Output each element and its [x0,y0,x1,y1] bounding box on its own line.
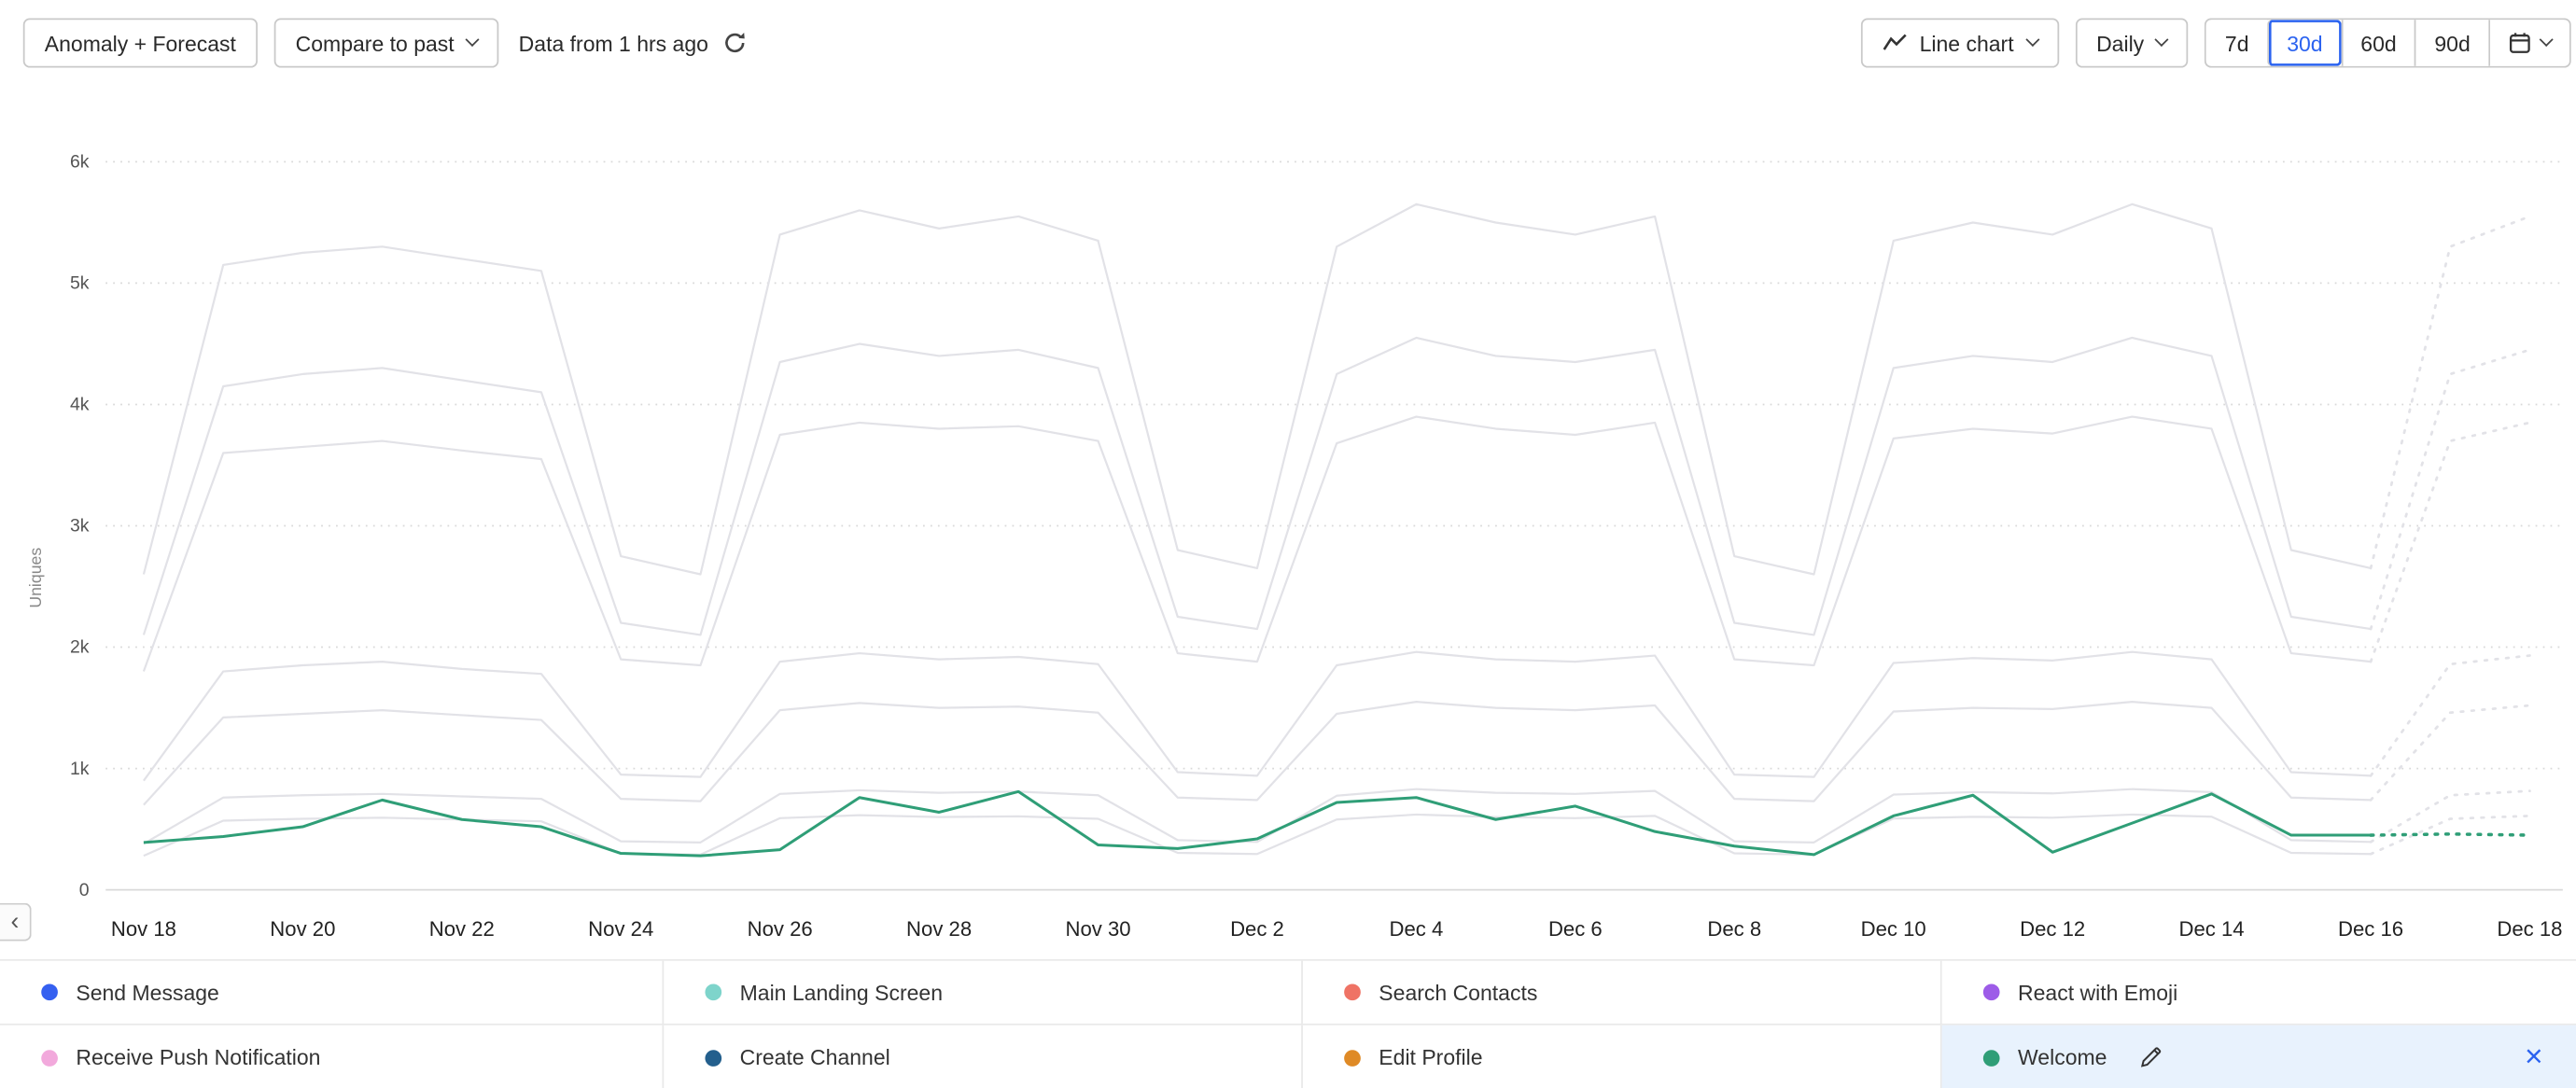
svg-text:Uniques: Uniques [26,548,45,608]
series-color-dot [705,983,722,1001]
series-color-dot [1344,1049,1361,1067]
svg-text:Dec 4: Dec 4 [1390,917,1444,941]
granularity-dropdown[interactable]: Daily [2075,18,2189,68]
svg-text:5k: 5k [70,273,90,294]
svg-text:Nov 26: Nov 26 [748,917,813,941]
svg-text:Dec 6: Dec 6 [1548,917,1603,941]
svg-text:Nov 20: Nov 20 [270,917,335,941]
svg-text:3k: 3k [70,516,90,537]
svg-text:6k: 6k [70,152,90,173]
range-7d-button[interactable]: 7d [2206,20,2267,66]
chart-area: 0 1k 2k 3k 4k 5k 6k Nov 18 Nov 20 Nov 22 Nov 24 Nov… [0,91,2576,959]
data-freshness-label: Data from 1 hrs ago [518,30,708,56]
svg-text:Nov 22: Nov 22 [429,917,495,941]
data-freshness: Data from 1 hrs ago [518,30,747,56]
legend-item-edit-profile[interactable]: Edit Profile [1303,1025,1942,1088]
legend-item-label: Receive Push Notification [76,1044,321,1070]
series-color-dot [1982,983,2000,1001]
legend-item-label: Send Message [76,980,219,1005]
line-chart-icon [1883,33,1909,52]
custom-date-range-button[interactable] [2488,20,2569,66]
svg-text:Dec 12: Dec 12 [2020,917,2085,941]
refresh-icon[interactable] [723,32,747,55]
legend-item-label: Main Landing Screen [739,980,943,1005]
legend-item-create-channel[interactable]: Create Channel [664,1025,1303,1088]
chart-type-dropdown[interactable]: Line chart [1861,18,2059,68]
svg-text:Dec 18: Dec 18 [2497,917,2562,941]
granularity-label: Daily [2096,30,2145,56]
collapse-panel-button[interactable]: ‹ [0,902,32,942]
range-30d-button[interactable]: 30d [2266,20,2342,66]
legend-item-receive-push-notification[interactable]: Receive Push Notification [0,1025,665,1088]
legend-item-main-landing-screen[interactable]: Main Landing Screen [664,960,1303,1025]
toolbar-left: Anomaly + Forecast Compare to past Data … [22,18,747,68]
svg-text:Nov 24: Nov 24 [588,917,653,941]
legend-item-label: Create Channel [739,1044,890,1070]
calendar-icon [2508,32,2531,55]
chart-type-label: Line chart [1919,30,2014,56]
legend: Send Message Main Landing Screen Search … [0,958,2576,1088]
anomaly-forecast-button[interactable]: Anomaly + Forecast [22,18,258,68]
legend-item-label: Search Contacts [1379,980,1538,1005]
edit-icon[interactable] [2138,1045,2163,1070]
svg-text:1k: 1k [70,759,90,779]
chevron-down-icon [465,32,480,47]
svg-text:Dec 10: Dec 10 [1861,917,1926,941]
legend-item-label: React with Emoji [2017,980,2178,1005]
chevron-down-icon [2539,32,2554,47]
svg-text:Nov 30: Nov 30 [1066,917,1131,941]
series-color-dot [41,1049,58,1067]
svg-text:Dec 2: Dec 2 [1230,917,1284,941]
range-60d-button[interactable]: 60d [2341,20,2415,66]
series-color-dot [1982,1049,2000,1067]
svg-text:2k: 2k [70,637,90,658]
chevron-down-icon [2024,32,2039,47]
svg-text:Dec 16: Dec 16 [2338,917,2403,941]
chart-canvas[interactable]: 0 1k 2k 3k 4k 5k 6k Nov 18 Nov 20 Nov 22 Nov 24 Nov… [0,91,2576,959]
legend-item-welcome[interactable]: Welcome × [1941,1025,2576,1088]
legend-item-react-with-emoji[interactable]: React with Emoji [1941,961,2576,1025]
series-color-dot [1344,983,1361,1001]
legend-item-send-message[interactable]: Send Message [0,960,665,1025]
date-range-segmented-control: 7d 30d 60d 90d [2205,18,2571,68]
svg-text:4k: 4k [70,395,90,415]
svg-text:Dec 8: Dec 8 [1707,917,1761,941]
svg-text:Dec 14: Dec 14 [2179,917,2245,941]
legend-item-label: Welcome [2017,1044,2107,1070]
range-90d-button[interactable]: 90d [2415,20,2489,66]
toolbar: Anomaly + Forecast Compare to past Data … [0,0,2576,91]
svg-text:Nov 28: Nov 28 [906,917,972,941]
toolbar-right: Line chart Daily 7d 30d 60d 90d [1861,18,2571,68]
svg-text:Nov 18: Nov 18 [111,917,176,941]
series-color-dot [705,1049,722,1067]
legend-item-search-contacts[interactable]: Search Contacts [1302,960,1942,1025]
series-color-dot [41,983,58,1001]
svg-text:0: 0 [79,880,90,900]
compare-to-past-label: Compare to past [295,30,455,56]
legend-item-label: Edit Profile [1379,1044,1483,1070]
close-icon[interactable]: × [2524,1039,2543,1075]
chevron-down-icon [2155,32,2170,47]
compare-to-past-dropdown[interactable]: Compare to past [273,18,499,68]
